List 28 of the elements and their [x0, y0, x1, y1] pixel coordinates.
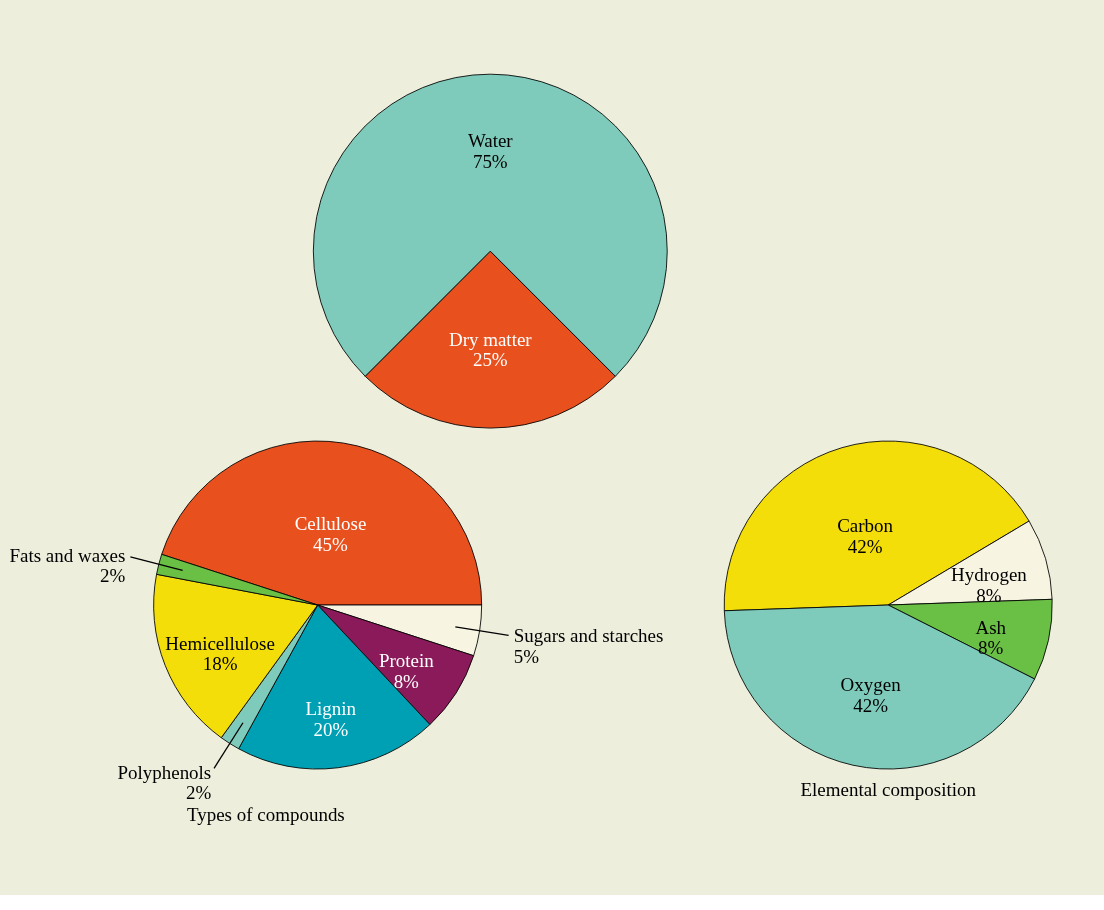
slice-label: Sugars and starches	[513, 625, 664, 647]
slice-label: Oxygen	[840, 674, 902, 696]
slice-label: Polyphenols	[117, 761, 212, 783]
data-label: 42%	[853, 694, 889, 716]
data-label: 25%	[472, 349, 508, 371]
data-label: 8%	[978, 637, 1004, 659]
data-label: 2%	[185, 782, 212, 804]
slice-label: Water	[467, 130, 514, 152]
slice-label: Lignin	[305, 698, 357, 720]
slice-label: Fats and waxes	[9, 544, 126, 566]
slice-label: Ash	[975, 616, 1007, 638]
data-label: 75%	[472, 151, 508, 173]
slice-label: Carbon	[837, 515, 894, 537]
data-label: 2%	[100, 565, 126, 587]
data-label: 5%	[513, 645, 540, 667]
slice-label: Hemicellulose	[165, 632, 275, 654]
data-label: 20%	[313, 718, 349, 740]
text: Elemental composition	[800, 778, 977, 800]
data-label: 42%	[847, 536, 883, 558]
slice-label: Dry matter	[448, 328, 533, 350]
slice-label: Hydrogen	[950, 564, 1028, 586]
slice-label: Protein	[378, 650, 435, 672]
data-label: 8%	[393, 671, 420, 693]
text: Types of compounds	[186, 803, 345, 825]
data-label: 8%	[976, 585, 1002, 607]
slice-label: Cellulose	[294, 513, 367, 535]
data-label: 18%	[202, 653, 238, 675]
data-label: 45%	[313, 533, 349, 555]
